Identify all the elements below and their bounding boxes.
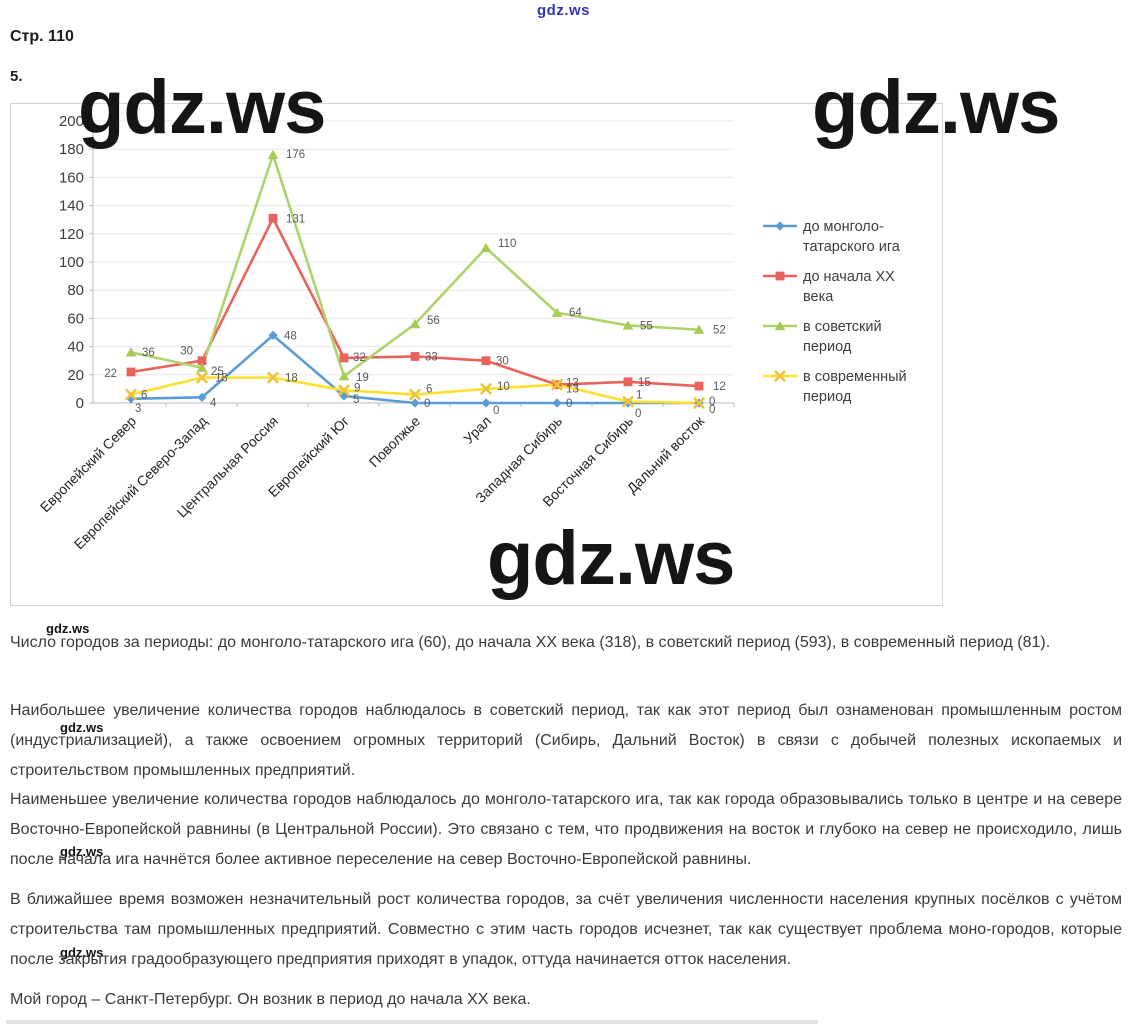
answer-paragraph-totals: Число городов за периоды: до монголо-тат…: [10, 634, 1051, 651]
svg-text:6: 6: [141, 390, 147, 402]
exercise-number: 5.: [10, 68, 23, 85]
svg-text:40: 40: [67, 339, 84, 356]
site-watermark-top: gdz.ws: [537, 2, 591, 19]
svg-text:64: 64: [569, 307, 582, 319]
svg-text:60: 60: [67, 310, 84, 327]
answer-paragraph-forecast: В ближайшее время возможен незначительны…: [10, 891, 1122, 968]
svg-text:века: века: [803, 289, 834, 305]
svg-text:Урал: Урал: [460, 413, 494, 447]
svg-text:25: 25: [211, 366, 224, 378]
site-watermark-chart-right: gdz.ws: [812, 65, 1060, 150]
svg-text:12: 12: [713, 381, 726, 393]
bottom-cutoff-strip: [6, 1020, 818, 1024]
svg-text:0: 0: [566, 398, 572, 410]
svg-text:56: 56: [427, 315, 440, 327]
svg-text:Европейский Северо-Запад: Европейский Северо-Запад: [71, 413, 210, 552]
site-watermark-inline-4: gdz.ws: [60, 945, 104, 960]
page-label: Стр. 110: [10, 28, 74, 45]
site-watermark-inline-2: gdz.ws: [60, 720, 104, 735]
site-watermark-chart-left: gdz.ws: [78, 65, 326, 150]
svg-text:до монголо-: до монголо-: [803, 219, 884, 235]
svg-text:22: 22: [104, 368, 117, 380]
svg-text:Поволжье: Поволжье: [366, 413, 424, 471]
svg-text:13: 13: [566, 378, 579, 390]
svg-text:9: 9: [354, 382, 360, 394]
svg-text:176: 176: [286, 149, 305, 161]
svg-text:180: 180: [59, 141, 84, 158]
svg-text:36: 36: [142, 347, 155, 359]
svg-text:48: 48: [284, 330, 297, 342]
svg-text:30: 30: [496, 356, 509, 368]
svg-text:0: 0: [709, 396, 715, 408]
svg-text:5: 5: [353, 394, 359, 406]
svg-text:0: 0: [709, 404, 715, 416]
svg-text:до начала XX: до начала XX: [803, 269, 895, 285]
answer-paragraph-smallest-growth: Наименьшее увеличение количества городов…: [10, 791, 1122, 868]
svg-text:200: 200: [59, 113, 84, 130]
chart-frame: 0 20 40 60 80 100 120 140 160 180 200 Европейский С…: [10, 103, 943, 606]
svg-text:6: 6: [426, 384, 432, 396]
svg-text:4: 4: [210, 397, 217, 409]
svg-text:период: период: [803, 389, 852, 405]
svg-text:в современный: в современный: [803, 369, 907, 385]
svg-text:19: 19: [356, 372, 369, 384]
svg-text:0: 0: [424, 398, 430, 410]
svg-text:131: 131: [286, 213, 305, 225]
svg-text:33: 33: [425, 351, 438, 363]
svg-text:10: 10: [497, 381, 510, 393]
svg-text:100: 100: [59, 254, 84, 271]
answer-paragraph-largest-growth: Наибольшее увеличение количества городов…: [10, 702, 1122, 779]
svg-text:160: 160: [59, 169, 84, 186]
svg-text:32: 32: [353, 352, 366, 364]
svg-text:140: 140: [59, 198, 84, 215]
site-watermark-chart-bottom: gdz.ws: [487, 516, 735, 601]
svg-text:55: 55: [640, 320, 653, 332]
svg-text:0: 0: [493, 405, 499, 417]
answer-paragraph-my-city: Мой город – Санкт-Петербург. Он возник в…: [10, 991, 531, 1008]
svg-text:15: 15: [638, 377, 651, 389]
svg-text:20: 20: [67, 367, 84, 384]
svg-text:1: 1: [636, 390, 642, 402]
svg-text:0: 0: [635, 408, 641, 420]
svg-text:110: 110: [498, 238, 516, 250]
svg-text:в советский: в советский: [803, 319, 882, 335]
svg-text:18: 18: [215, 373, 228, 385]
svg-text:3: 3: [135, 403, 141, 415]
site-watermark-inline-3: gdz.ws: [60, 844, 104, 859]
svg-text:52: 52: [713, 325, 726, 337]
svg-text:30: 30: [180, 346, 193, 358]
svg-text:период: период: [803, 339, 852, 355]
svg-text:13: 13: [566, 384, 579, 396]
svg-text:80: 80: [67, 282, 84, 299]
svg-text:Дальний восток: Дальний восток: [624, 412, 708, 496]
svg-text:татарского ига: татарского ига: [803, 239, 901, 255]
svg-text:120: 120: [59, 226, 84, 243]
site-watermark-inline-1: gdz.ws: [46, 621, 90, 636]
svg-text:0: 0: [76, 395, 84, 412]
svg-text:18: 18: [285, 373, 298, 385]
